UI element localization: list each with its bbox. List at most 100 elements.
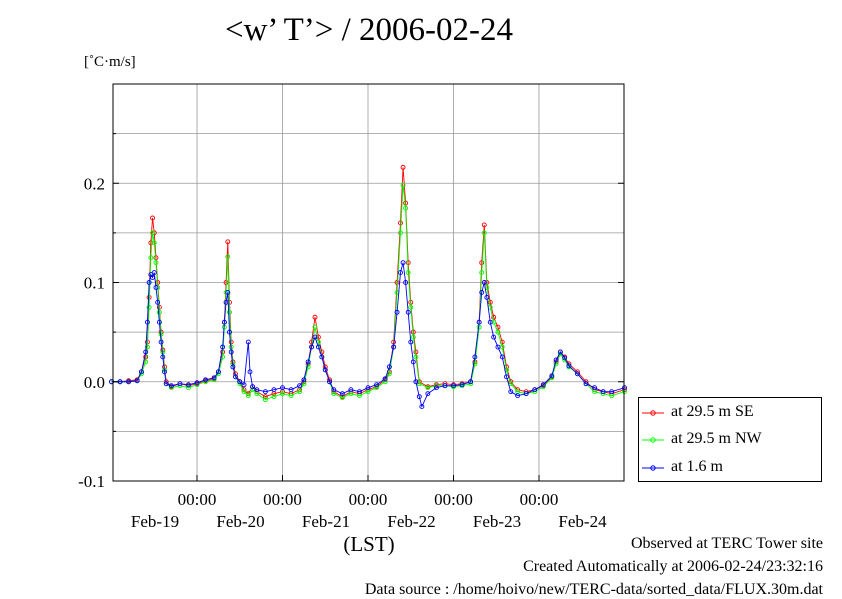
data-point xyxy=(262,389,268,395)
x-tick-date-label: Feb-21 xyxy=(302,512,350,531)
x-tick-time-label: 00:00 xyxy=(434,490,473,509)
data-point xyxy=(442,383,448,389)
y-axis-unit-label: [˚C·m/s] xyxy=(84,54,136,70)
data-point xyxy=(495,344,501,350)
data-point xyxy=(382,376,388,382)
data-point xyxy=(134,378,140,384)
data-point xyxy=(433,385,439,391)
data-point xyxy=(312,314,318,320)
data-point xyxy=(288,387,294,393)
data-point xyxy=(425,385,431,391)
data-point xyxy=(365,385,371,391)
data-point xyxy=(386,371,392,377)
legend-label-se: at 29.5 m SE xyxy=(671,403,754,420)
grid-lines xyxy=(113,84,624,481)
data-point xyxy=(566,363,572,369)
data-point xyxy=(408,304,414,310)
data-point xyxy=(148,240,154,246)
data-point xyxy=(515,393,521,399)
data-point xyxy=(357,389,362,395)
data-point xyxy=(168,383,174,389)
data-point xyxy=(600,389,606,395)
data-point xyxy=(481,230,487,236)
data-point xyxy=(499,354,505,360)
data-point xyxy=(403,280,409,285)
data-point xyxy=(143,349,149,355)
data-point xyxy=(487,319,493,325)
data-point xyxy=(241,382,247,388)
data-point xyxy=(144,319,150,325)
data-point xyxy=(394,309,400,315)
data-point xyxy=(150,275,155,280)
y-tick-label: 0.0 xyxy=(84,373,105,392)
data-point xyxy=(144,344,150,350)
y-tick-label: -0.1 xyxy=(78,472,105,491)
data-point xyxy=(468,379,474,385)
data-point xyxy=(151,270,157,276)
data-point xyxy=(315,344,321,350)
data-point xyxy=(394,280,400,285)
data-point xyxy=(153,260,159,266)
data-point xyxy=(339,391,345,397)
data-point xyxy=(215,369,221,375)
data-point xyxy=(262,394,268,400)
data-point xyxy=(185,385,191,391)
data-point xyxy=(400,260,406,266)
data-point xyxy=(557,349,563,355)
data-point xyxy=(532,387,538,393)
data-point xyxy=(553,357,559,363)
data-point xyxy=(203,377,209,383)
data-point xyxy=(221,319,227,325)
data-point xyxy=(312,324,318,330)
data-point xyxy=(400,182,406,188)
data-point xyxy=(495,329,501,335)
data-point xyxy=(194,380,200,386)
y-tick-label: 0.2 xyxy=(84,174,105,193)
footer-data-source: Data source : /home/hoivo/new/TERC-data/… xyxy=(364,581,823,598)
data-point xyxy=(288,393,294,399)
x-tick-time-label: 00:00 xyxy=(349,490,388,509)
data-point xyxy=(156,319,162,325)
x-tick-time-label: 00:00 xyxy=(520,490,559,509)
data-point xyxy=(410,334,416,340)
data-point xyxy=(472,354,478,360)
data-point xyxy=(158,339,164,345)
data-point xyxy=(225,289,231,295)
data-point xyxy=(126,379,132,385)
data-point xyxy=(247,369,253,375)
data-point xyxy=(398,230,403,236)
data-point xyxy=(250,384,256,390)
data-point xyxy=(245,393,251,399)
data-point xyxy=(476,319,482,325)
data-point xyxy=(156,309,162,315)
legend-marker-se xyxy=(642,410,664,416)
legend-marker-nw xyxy=(642,437,664,443)
data-point xyxy=(479,260,485,266)
data-point xyxy=(153,285,159,290)
legend: at 29.5 m SE at 29.5 m NW at 1.6 m xyxy=(638,397,822,482)
data-point xyxy=(148,255,154,261)
data-point xyxy=(413,379,419,385)
footer-created-time: Created Automatically at 2006-02-24/23:3… xyxy=(523,558,823,575)
x-axis-label: (LST) xyxy=(343,532,395,556)
data-point xyxy=(305,364,311,370)
data-point xyxy=(562,355,568,361)
data-point xyxy=(312,334,318,340)
x-tick-date-label: Feb-22 xyxy=(387,512,435,531)
data-point xyxy=(297,383,303,389)
legend-label-1-6m: at 1.6 m xyxy=(671,458,723,475)
legend-label-nw: at 29.5 m NW xyxy=(671,430,762,447)
x-tick-date-label: Feb-19 xyxy=(131,512,179,531)
x-tick-time-label: 00:00 xyxy=(178,490,217,509)
data-point xyxy=(491,334,497,340)
data-point xyxy=(425,391,431,397)
data-point xyxy=(327,379,332,385)
data-point xyxy=(158,331,164,337)
data-point xyxy=(508,389,514,395)
data-point xyxy=(271,394,277,400)
data-point xyxy=(322,367,328,373)
data-point xyxy=(575,371,580,377)
data-point xyxy=(374,382,379,388)
data-point xyxy=(410,359,416,365)
